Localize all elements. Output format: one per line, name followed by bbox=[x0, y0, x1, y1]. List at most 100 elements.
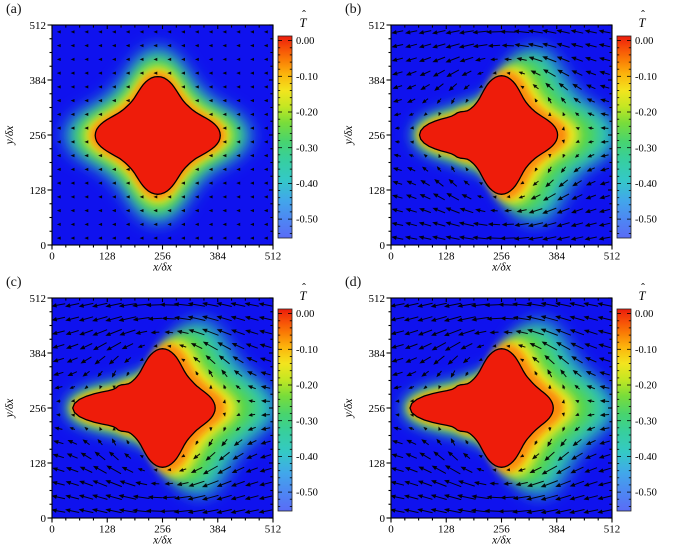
colorbar-d: 0.00 -0.10 -0.20 -0.30 -0.40 -0.50 Tˆ bbox=[616, 281, 657, 512]
svg-text:512: 512 bbox=[369, 20, 386, 32]
svg-text:128: 128 bbox=[99, 524, 116, 536]
svg-text:T: T bbox=[639, 289, 647, 303]
velocity-vectors-b bbox=[391, 29, 611, 241]
svg-text:128: 128 bbox=[99, 251, 116, 263]
colorbar-c: 0.00 -0.10 -0.20 -0.30 -0.40 -0.50 Tˆ bbox=[277, 281, 318, 512]
colorbar-tick-label: -0.40 bbox=[296, 179, 318, 190]
colorbar-tick-label: -0.10 bbox=[296, 345, 318, 356]
colorbar-tick-label: 0.00 bbox=[296, 309, 314, 320]
y-axis-label: y/δx bbox=[4, 398, 16, 419]
svg-text:512: 512 bbox=[604, 251, 621, 263]
dendrite-crystal-d bbox=[409, 348, 554, 468]
subplot-a: 0 128 256 384 512 0 128 256 384 512 x/δx y/δx 0.00 -0… bbox=[0, 0, 338, 274]
axes-b bbox=[386, 24, 613, 250]
temperature-field-c bbox=[52, 298, 273, 518]
axes-d bbox=[386, 297, 613, 523]
subplot-svg-d: 0 128 256 384 512 0 128 256 384 512 x/δx y/δx 0.00 -0… bbox=[343, 281, 657, 546]
svg-text:128: 128 bbox=[30, 458, 47, 470]
svg-text:0: 0 bbox=[380, 513, 386, 525]
subplot-svg-b: 0 128 256 384 512 0 128 256 384 512 x/δx y/δx 0.00 -0… bbox=[343, 8, 657, 274]
colorbar-tick-label: -0.20 bbox=[296, 381, 318, 392]
colorbar-tick-label: 0.00 bbox=[635, 36, 653, 47]
tick-labels-d: 0 128 256 384 512 0 128 256 384 512 bbox=[369, 293, 621, 536]
svg-text:0: 0 bbox=[49, 251, 55, 263]
temperature-field-a bbox=[52, 25, 273, 245]
dendrite-crystal-c bbox=[71, 348, 216, 468]
svg-text:384: 384 bbox=[210, 524, 227, 536]
velocity-vectors-c bbox=[52, 301, 273, 515]
svg-text:384: 384 bbox=[549, 251, 566, 263]
svg-text:256: 256 bbox=[369, 403, 386, 415]
colorbar-tick-label: -0.30 bbox=[296, 143, 318, 154]
svg-text:256: 256 bbox=[154, 524, 171, 536]
colorbar-title: Tˆ bbox=[300, 281, 308, 304]
svg-text:512: 512 bbox=[604, 524, 621, 536]
svg-text:384: 384 bbox=[30, 75, 47, 87]
colorbar-tick-label: -0.50 bbox=[296, 488, 318, 499]
svg-text:0: 0 bbox=[41, 513, 47, 525]
svg-text:128: 128 bbox=[369, 185, 386, 197]
colorbar-tick-label: -0.20 bbox=[635, 108, 657, 119]
colorbar-a: 0.00 -0.10 -0.20 -0.30 -0.40 -0.50 Tˆ bbox=[277, 8, 318, 239]
colorbar-tick-label: -0.10 bbox=[635, 72, 657, 83]
svg-text:T: T bbox=[639, 16, 647, 30]
colorbar-tick-label: -0.10 bbox=[635, 345, 657, 356]
svg-text:256: 256 bbox=[30, 403, 47, 415]
svg-text:0: 0 bbox=[380, 240, 386, 252]
colorbar-tick-label: -0.40 bbox=[296, 452, 318, 463]
svg-text:ˆ: ˆ bbox=[641, 8, 645, 22]
svg-text:384: 384 bbox=[369, 75, 386, 87]
colorbar-tick-label: 0.00 bbox=[296, 36, 314, 47]
x-axis-label: x/δx bbox=[491, 535, 512, 546]
x-axis-label: x/δx bbox=[152, 535, 173, 546]
subplot-b: 0 128 256 384 512 0 128 256 384 512 x/δx y/δx 0.00 -0… bbox=[339, 0, 677, 274]
svg-text:384: 384 bbox=[549, 524, 566, 536]
svg-text:0: 0 bbox=[388, 251, 394, 263]
temperature-field-d bbox=[391, 298, 612, 518]
tick-labels-b: 0 128 256 384 512 0 128 256 384 512 bbox=[369, 20, 621, 263]
tick-labels-c: 0 128 256 384 512 0 128 256 384 512 bbox=[30, 293, 282, 536]
colorbar-tick-label: -0.30 bbox=[635, 416, 657, 427]
y-axis-label: y/δx bbox=[343, 125, 355, 146]
colorbar-tick-label: -0.30 bbox=[635, 143, 657, 154]
svg-text:0: 0 bbox=[41, 240, 47, 252]
colorbar-tick-label: -0.20 bbox=[635, 381, 657, 392]
svg-text:ˆ: ˆ bbox=[302, 281, 306, 295]
x-axis-label: x/δx bbox=[152, 262, 173, 274]
svg-text:256: 256 bbox=[369, 130, 386, 142]
svg-text:384: 384 bbox=[369, 348, 386, 360]
dendrite-crystal-a bbox=[94, 75, 221, 195]
svg-text:512: 512 bbox=[265, 251, 282, 263]
colorbar-tick-label: -0.40 bbox=[635, 452, 657, 463]
tick-labels-a: 0 128 256 384 512 0 128 256 384 512 bbox=[30, 20, 282, 263]
colorbar-tick-label: -0.50 bbox=[296, 215, 318, 226]
subplot-svg-a: 0 128 256 384 512 0 128 256 384 512 x/δx y/δx 0.00 -0… bbox=[4, 8, 318, 274]
svg-text:512: 512 bbox=[265, 524, 282, 536]
svg-text:T: T bbox=[300, 16, 308, 30]
svg-text:0: 0 bbox=[49, 524, 55, 536]
svg-text:128: 128 bbox=[369, 458, 386, 470]
colorbar-title: Tˆ bbox=[639, 8, 647, 31]
colorbar-tick-label: -0.50 bbox=[635, 215, 657, 226]
svg-text:128: 128 bbox=[30, 185, 47, 197]
svg-text:0: 0 bbox=[388, 524, 394, 536]
temperature-field-b bbox=[391, 25, 612, 245]
svg-text:256: 256 bbox=[30, 130, 47, 142]
panel-label-c: (c) bbox=[6, 275, 22, 290]
panel-label-d: (d) bbox=[345, 275, 362, 290]
svg-text:512: 512 bbox=[30, 293, 47, 305]
colorbar-tick-label: -0.20 bbox=[296, 108, 318, 119]
colorbar-title: Tˆ bbox=[300, 8, 308, 31]
svg-text:512: 512 bbox=[30, 20, 47, 32]
svg-text:256: 256 bbox=[154, 251, 171, 263]
svg-text:512: 512 bbox=[369, 293, 386, 305]
x-axis-label: x/δx bbox=[491, 262, 512, 274]
y-axis-label: y/δx bbox=[4, 125, 16, 146]
axes-a bbox=[47, 24, 274, 250]
dendrite-crystal-b bbox=[418, 75, 559, 195]
panel-label-b: (b) bbox=[345, 2, 362, 17]
svg-text:128: 128 bbox=[438, 524, 455, 536]
colorbar-tick-label: -0.30 bbox=[296, 416, 318, 427]
svg-text:384: 384 bbox=[210, 251, 227, 263]
